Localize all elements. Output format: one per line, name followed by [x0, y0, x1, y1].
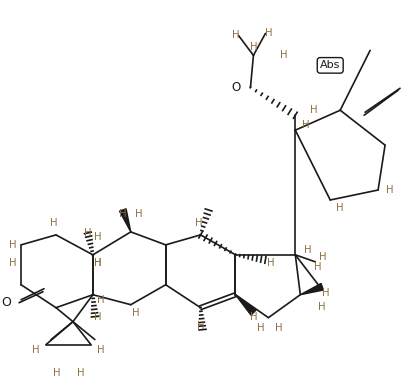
Text: H: H [97, 344, 105, 355]
Text: H: H [135, 209, 143, 219]
Text: H: H [84, 228, 92, 238]
Text: H: H [279, 50, 287, 60]
Text: H: H [94, 312, 102, 322]
Text: H: H [257, 323, 264, 333]
Text: O: O [231, 81, 240, 94]
Text: H: H [319, 302, 326, 312]
Text: H: H [337, 203, 344, 213]
Text: H: H [132, 308, 139, 317]
Text: O: O [1, 296, 11, 309]
Text: H: H [50, 218, 58, 228]
Polygon shape [300, 283, 323, 295]
Text: H: H [119, 209, 127, 219]
Text: Abs: Abs [320, 60, 340, 70]
Text: H: H [53, 368, 61, 377]
Polygon shape [120, 209, 131, 232]
Text: H: H [232, 30, 239, 40]
Text: H: H [323, 288, 330, 298]
Text: H: H [302, 120, 309, 130]
Text: H: H [195, 218, 202, 228]
Text: H: H [94, 232, 102, 242]
Text: H: H [32, 344, 40, 355]
Polygon shape [236, 295, 256, 315]
Text: H: H [267, 258, 274, 268]
Text: H: H [275, 323, 282, 333]
Text: H: H [250, 312, 257, 322]
Text: H: H [386, 185, 394, 195]
Text: H: H [9, 240, 17, 250]
Text: H: H [309, 105, 317, 115]
Text: H: H [250, 42, 257, 52]
Text: H: H [265, 29, 272, 38]
Text: H: H [304, 245, 311, 255]
Text: H: H [77, 368, 85, 377]
Text: H: H [9, 258, 17, 268]
Text: H: H [319, 252, 327, 262]
Text: H: H [94, 258, 102, 268]
Text: H: H [197, 321, 204, 331]
Text: H: H [97, 295, 105, 305]
Text: H: H [314, 262, 321, 272]
Text: H: H [94, 258, 102, 268]
